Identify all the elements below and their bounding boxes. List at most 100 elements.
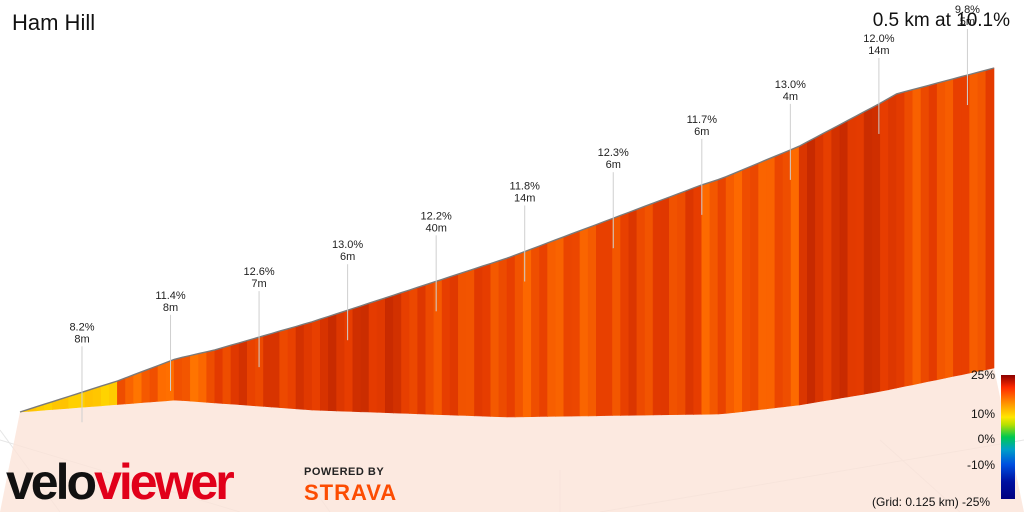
annotation-length: 6m: [694, 126, 709, 138]
profile-band: [320, 316, 329, 411]
profile-band: [466, 268, 475, 417]
profile-band: [100, 383, 110, 407]
powered-by-label: POWERED BY: [304, 466, 385, 478]
profile-band: [490, 260, 500, 418]
profile-band: [336, 310, 345, 412]
profile-band: [936, 80, 946, 381]
scale-tick-25: 25%: [970, 368, 995, 382]
scale-tick-minus25: -25%: [962, 495, 991, 509]
profile-band: [539, 242, 548, 417]
annotation-length: 6m: [340, 251, 355, 263]
grid-note: (Grid: 0.125 km) -25%: [872, 495, 990, 509]
profile-band: [190, 353, 199, 403]
profile-band: [458, 270, 467, 416]
profile-band: [222, 344, 232, 405]
profile-band: [709, 179, 719, 415]
profile-band: [385, 294, 394, 414]
annotation-grade: 11.7%: [687, 114, 718, 126]
annotation-grade: 11.4%: [155, 290, 186, 302]
profile-band: [571, 230, 581, 417]
annotation-grade: 11.8%: [510, 181, 541, 193]
profile-band: [920, 84, 930, 384]
climb-summary: 0.5 km at 10.1%: [872, 10, 1010, 31]
profile-band: [401, 289, 410, 414]
gradient-bands: [19, 67, 995, 418]
logo-part-velo: velo: [6, 454, 97, 510]
profile-band: [790, 145, 800, 407]
profile-band: [514, 251, 524, 418]
profile-band: [815, 132, 824, 403]
profile-band: [604, 218, 613, 416]
profile-band: [855, 111, 865, 396]
profile-band: [393, 292, 402, 414]
profile-band: [449, 273, 459, 416]
profile-shadow: [0, 368, 1024, 512]
profile-band: [750, 162, 759, 411]
profile-band: [693, 184, 703, 415]
profile-band: [969, 71, 979, 374]
profile-band: [912, 87, 922, 386]
profile-band: [157, 362, 167, 402]
annotation-length: 14m: [868, 45, 889, 57]
gradient-color-scale: [1001, 375, 1015, 499]
profile-band: [685, 187, 694, 415]
profile-band: [798, 141, 808, 406]
profile-band: [271, 330, 280, 408]
profile-band: [498, 257, 508, 418]
profile-band: [425, 281, 435, 415]
profile-band: [287, 326, 297, 410]
profile-band: [774, 152, 784, 409]
profile-band: [230, 342, 240, 405]
profile-band: [182, 355, 191, 402]
profile-band: [888, 93, 897, 391]
profile-band: [579, 227, 589, 417]
page-title: Ham Hill: [12, 10, 96, 35]
grid-note-text: (Grid: 0.125 km): [872, 495, 959, 509]
profile-band: [141, 368, 151, 403]
profile-band: [352, 305, 362, 413]
profile-band: [847, 115, 857, 398]
profile-band: [563, 233, 573, 417]
profile-band: [880, 97, 889, 392]
profile-band: [717, 176, 727, 415]
logo-part-viewer: viewer: [94, 454, 235, 510]
profile-band: [133, 371, 143, 404]
profile-band: [628, 208, 638, 416]
profile-band: [206, 349, 216, 404]
annotation-layer: 8.2%8m11.4%8m12.6%7m13.0%6m12.2%40m11.8%…: [69, 4, 980, 423]
profile-band: [977, 69, 987, 372]
annotation-length: 4m: [783, 91, 798, 103]
profile-band: [125, 374, 134, 405]
annotation-grade: 12.0%: [863, 33, 894, 45]
profile-reflection: [0, 368, 1024, 512]
profile-band: [303, 321, 313, 411]
scale-tick-0: 0%: [977, 432, 995, 446]
profile-band: [620, 211, 630, 416]
profile-band: [742, 166, 751, 412]
profile-band: [644, 202, 654, 416]
profile-band: [173, 356, 183, 401]
annotation-length: 8m: [163, 302, 178, 314]
profile-band: [587, 224, 597, 417]
profile-band: [766, 155, 776, 410]
profile-band: [149, 365, 159, 403]
profile-band: [863, 107, 873, 395]
profile-band: [117, 377, 126, 405]
profile-band: [328, 313, 337, 412]
profile-band: [214, 347, 224, 404]
profile-band: [896, 91, 905, 389]
veloviewer-logo: veloviewer: [6, 452, 235, 512]
profile-band: [725, 172, 735, 414]
scale-tick-10: 10%: [970, 407, 995, 421]
profile-band: [474, 265, 483, 417]
scale-tick-minus10: -10%: [966, 458, 995, 472]
profile-band: [360, 302, 370, 413]
profile-band: [433, 278, 443, 416]
annotation-length: 8m: [74, 333, 89, 345]
profile-band: [547, 239, 556, 417]
annotation-length: 6m: [606, 159, 621, 171]
profile-band: [945, 78, 954, 379]
profile-band: [596, 221, 605, 417]
profile-band: [839, 119, 849, 399]
